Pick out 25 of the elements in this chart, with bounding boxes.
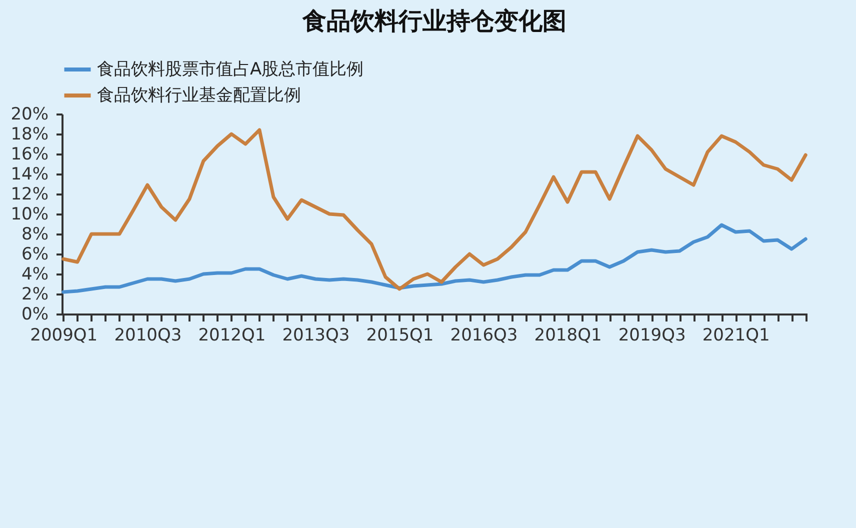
y-tick-label: 20% [10, 104, 48, 124]
y-tick-label: 8% [22, 224, 48, 244]
y-tick-label: 10% [10, 204, 48, 224]
x-tick-label: 2016Q3 [450, 326, 518, 346]
chart-title: 食品饮料行业持仓变化图 [302, 7, 566, 35]
y-tick-label: 18% [10, 124, 48, 144]
y-tick-label: 4% [22, 264, 48, 284]
y-tick-label: 12% [10, 184, 48, 204]
x-tick-label: 2019Q3 [618, 326, 686, 346]
x-tick-label: 2015Q1 [366, 326, 434, 346]
y-tick-label: 0% [22, 304, 48, 324]
x-tick-label: 2018Q1 [534, 326, 602, 346]
y-tick-label: 16% [10, 144, 48, 164]
x-tick-label: 2012Q1 [198, 326, 266, 346]
legend-label: 食品饮料行业基金配置比例 [97, 86, 301, 106]
legend-label: 食品饮料股票市值占A股总市值比例 [97, 60, 364, 80]
y-tick-label: 6% [22, 244, 48, 264]
x-tick-label: 2010Q3 [114, 326, 182, 346]
x-tick-label: 2021Q1 [702, 326, 770, 346]
y-tick-label: 14% [10, 164, 48, 184]
line-series [62, 223, 808, 294]
x-tick-label: 2009Q1 [30, 326, 98, 346]
y-tick-label: 2% [22, 284, 48, 304]
x-tick-label: 2013Q3 [282, 326, 350, 346]
line-series [62, 128, 808, 291]
